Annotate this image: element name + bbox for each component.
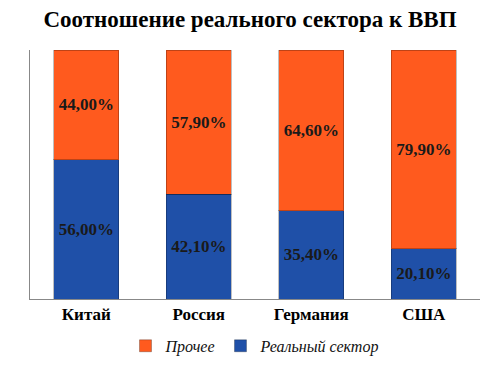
svg-text:79,90%: 79,90% — [396, 140, 451, 159]
svg-text:35,40%: 35,40% — [284, 245, 339, 264]
svg-text:56,00%: 56,00% — [59, 220, 114, 239]
svg-text:Соотношение реального сектора: Соотношение реального сектора к ВВП — [43, 7, 456, 32]
svg-text:44,00%: 44,00% — [59, 95, 114, 114]
svg-text:Россия: Россия — [172, 305, 225, 324]
svg-text:Германия: Германия — [274, 305, 349, 324]
svg-text:64,60%: 64,60% — [284, 121, 339, 140]
svg-text:57,90%: 57,90% — [171, 113, 226, 132]
svg-text:Реальный сектор: Реальный сектор — [259, 338, 378, 356]
svg-text:Китай: Китай — [62, 305, 111, 324]
svg-text:США: США — [402, 305, 446, 324]
svg-text:20,10%: 20,10% — [396, 264, 451, 283]
svg-text:42,10%: 42,10% — [171, 237, 226, 256]
svg-text:Прочее: Прочее — [165, 338, 215, 356]
